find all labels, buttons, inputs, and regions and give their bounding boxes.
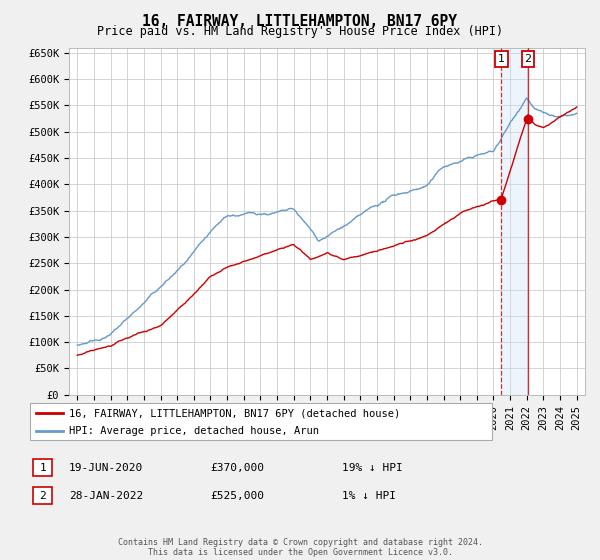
Text: 16, FAIRWAY, LITTLEHAMPTON, BN17 6PY: 16, FAIRWAY, LITTLEHAMPTON, BN17 6PY: [143, 14, 458, 29]
Text: Contains HM Land Registry data © Crown copyright and database right 2024.
This d: Contains HM Land Registry data © Crown c…: [118, 538, 482, 557]
Text: £525,000: £525,000: [210, 491, 264, 501]
Text: 1: 1: [39, 463, 46, 473]
Text: HPI: Average price, detached house, Arun: HPI: Average price, detached house, Arun: [69, 426, 319, 436]
Text: 2: 2: [524, 54, 532, 64]
Text: 19% ↓ HPI: 19% ↓ HPI: [342, 463, 403, 473]
Text: 19-JUN-2020: 19-JUN-2020: [69, 463, 143, 473]
Text: 16, FAIRWAY, LITTLEHAMPTON, BN17 6PY (detached house): 16, FAIRWAY, LITTLEHAMPTON, BN17 6PY (de…: [69, 408, 400, 418]
Text: 1% ↓ HPI: 1% ↓ HPI: [342, 491, 396, 501]
Text: Price paid vs. HM Land Registry's House Price Index (HPI): Price paid vs. HM Land Registry's House …: [97, 25, 503, 38]
Text: 1: 1: [498, 54, 505, 64]
Text: 28-JAN-2022: 28-JAN-2022: [69, 491, 143, 501]
Text: £370,000: £370,000: [210, 463, 264, 473]
Text: 2: 2: [39, 491, 46, 501]
Bar: [501, 48, 528, 395]
